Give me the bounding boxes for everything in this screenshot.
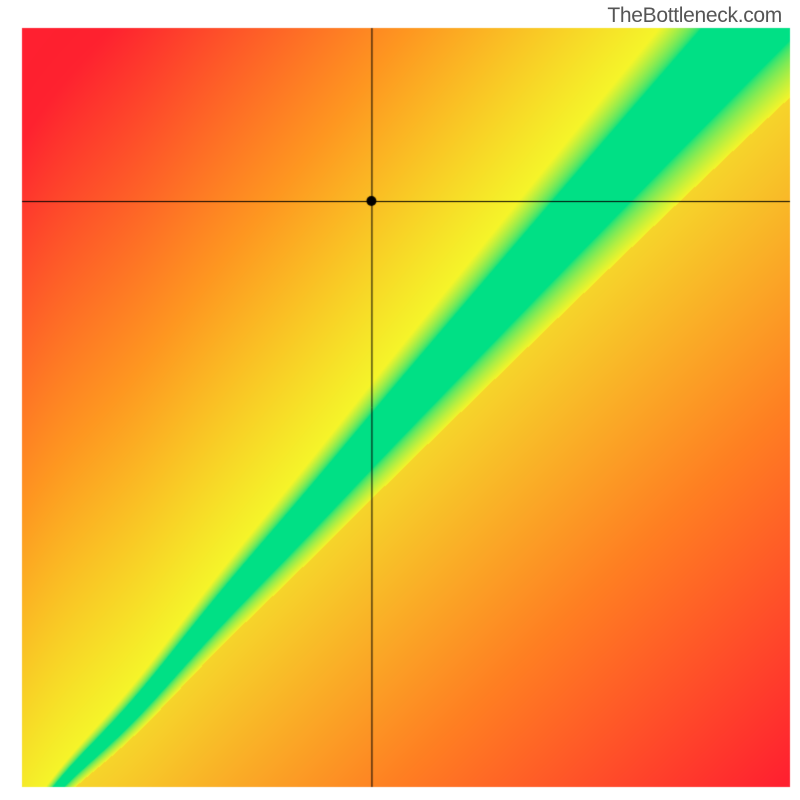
watermark-text: TheBottleneck.com — [607, 4, 782, 28]
bottleneck-heatmap — [0, 0, 800, 800]
chart-container: TheBottleneck.com — [0, 0, 800, 800]
